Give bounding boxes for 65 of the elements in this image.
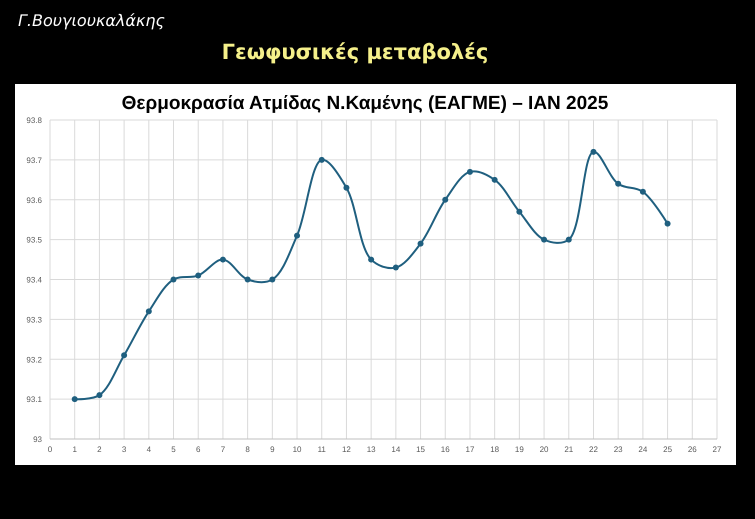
- text: Γ.Βουγιουκαλάκης: [18, 11, 165, 30]
- x-tick-label: 11: [318, 445, 326, 454]
- x-tick-label: 13: [366, 445, 376, 454]
- point: [541, 236, 548, 243]
- point: [121, 352, 128, 358]
- x-tick-label: 23: [614, 445, 624, 454]
- x-tick-label: 2: [97, 445, 102, 454]
- point: [269, 276, 276, 282]
- y-tick-label: 93.3: [26, 315, 43, 324]
- x-tick-label: 24: [638, 445, 648, 454]
- x-tick-label: 18: [490, 445, 500, 454]
- chart-title: Θερμοκρασία Ατμίδας Ν.Καμένης (ΕΑΓΜΕ) – ΙΑΝ 2025: [122, 93, 609, 114]
- point: [96, 392, 102, 398]
- x-tick-label: 0: [48, 445, 53, 454]
- x-tick-label: 7: [220, 445, 226, 454]
- y-tick-label: 93.8: [26, 116, 43, 125]
- point: [318, 156, 325, 163]
- point: [442, 196, 448, 203]
- point: [492, 176, 498, 183]
- point: [566, 236, 572, 243]
- point: [516, 208, 522, 215]
- x-tick-label: 8: [245, 445, 250, 454]
- y-tick-label: 93.2: [26, 355, 43, 364]
- point: [590, 148, 596, 155]
- x-tick-label: 26: [688, 445, 698, 454]
- x-tick-label: 14: [391, 445, 401, 454]
- x-tick-label: 12: [342, 445, 352, 454]
- point: [195, 272, 202, 279]
- x-tick-label: 15: [416, 445, 426, 454]
- y-tick-label: 93.5: [26, 236, 43, 245]
- point: [664, 220, 671, 227]
- text: Γεωφυσικές μεταβολές: [222, 40, 488, 64]
- x-tick-label: 4: [146, 445, 152, 454]
- point: [392, 264, 399, 271]
- point: [640, 188, 646, 195]
- x-tick-label: 20: [540, 445, 550, 454]
- point: [418, 240, 424, 247]
- point: [72, 396, 78, 402]
- y-tick-label: 93.6: [26, 196, 43, 205]
- point: [244, 276, 251, 282]
- y-tick-label: 93.7: [26, 156, 43, 165]
- x-tick-label: 5: [171, 445, 176, 454]
- x-tick-label: 22: [589, 445, 598, 454]
- y-tick-label: 93: [33, 435, 43, 444]
- point: [170, 276, 177, 282]
- point: [343, 184, 350, 191]
- point: [220, 256, 226, 263]
- point: [615, 180, 622, 187]
- x-tick-label: 6: [196, 445, 201, 454]
- point: [294, 232, 300, 239]
- point: [466, 168, 473, 175]
- x-tick-label: 9: [270, 445, 276, 454]
- y-tick-label: 93.1: [26, 395, 43, 404]
- x-tick-label: 16: [440, 445, 450, 454]
- point: [368, 256, 374, 263]
- x-tick-label: 27: [712, 445, 722, 454]
- x-tick-label: 17: [466, 445, 475, 454]
- point: [146, 308, 152, 314]
- x-tick-label: 10: [292, 445, 302, 454]
- x-tick-label: 1: [72, 445, 78, 454]
- x-tick-label: 19: [514, 445, 524, 454]
- x-tick-label: 21: [564, 445, 574, 454]
- x-tick-label: 25: [663, 445, 673, 454]
- x-tick-label: 3: [122, 445, 127, 454]
- y-tick-label: 93.4: [26, 276, 43, 284]
